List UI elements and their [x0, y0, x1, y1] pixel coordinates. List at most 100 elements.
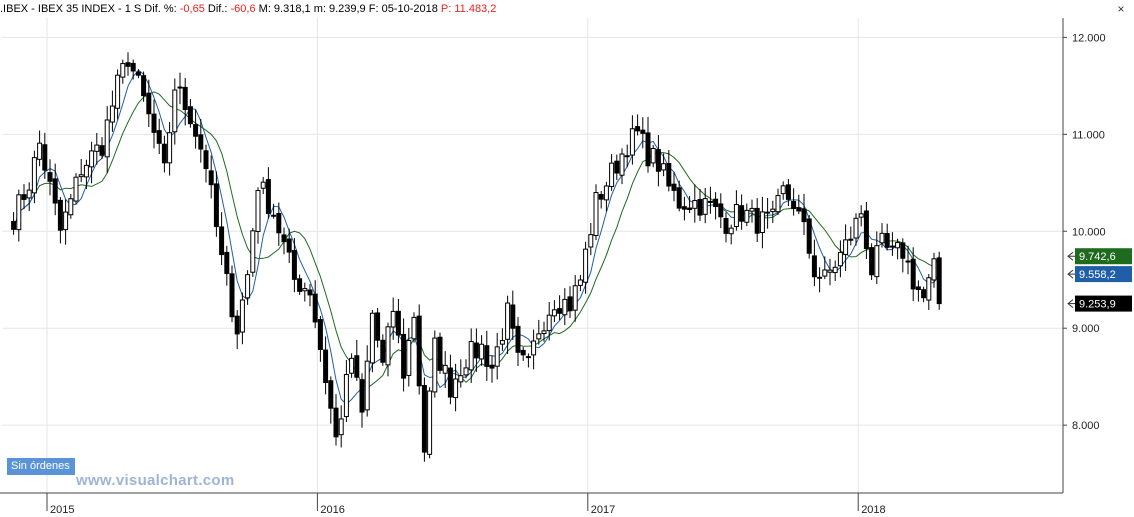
- candle[interactable]: [354, 339, 360, 381]
- candle[interactable]: [286, 228, 292, 263]
- candle[interactable]: [754, 198, 760, 243]
- candle[interactable]: [676, 180, 682, 212]
- candle[interactable]: [744, 203, 750, 227]
- candle[interactable]: [109, 90, 115, 132]
- candle[interactable]: [780, 181, 786, 200]
- candle[interactable]: [588, 222, 594, 256]
- candle[interactable]: [141, 71, 147, 102]
- candle[interactable]: [57, 197, 63, 244]
- candle[interactable]: [447, 354, 453, 405]
- candle[interactable]: [759, 196, 765, 249]
- candle[interactable]: [593, 184, 599, 241]
- candle[interactable]: [515, 317, 521, 366]
- candle[interactable]: [739, 194, 745, 230]
- candle[interactable]: [307, 284, 313, 307]
- candle[interactable]: [250, 227, 256, 277]
- candle[interactable]: [52, 163, 58, 216]
- candle[interactable]: [333, 394, 339, 446]
- candle[interactable]: [671, 172, 677, 202]
- candle[interactable]: [47, 159, 53, 196]
- candle[interactable]: [931, 252, 937, 288]
- candle[interactable]: [328, 376, 334, 424]
- candle[interactable]: [42, 132, 48, 179]
- candle[interactable]: [635, 114, 641, 136]
- candle[interactable]: [936, 251, 942, 310]
- candle[interactable]: [619, 148, 625, 185]
- candle[interactable]: [879, 223, 885, 248]
- candle[interactable]: [302, 282, 308, 302]
- candle[interactable]: [234, 310, 240, 350]
- candle[interactable]: [791, 188, 797, 216]
- candle[interactable]: [598, 190, 604, 209]
- candle[interactable]: [359, 373, 365, 428]
- candle[interactable]: [687, 195, 693, 214]
- candle[interactable]: [827, 258, 833, 286]
- candle[interactable]: [224, 245, 230, 286]
- candle[interactable]: [811, 239, 817, 287]
- candle[interactable]: [494, 332, 500, 380]
- candle[interactable]: [161, 135, 167, 173]
- candle[interactable]: [681, 196, 687, 221]
- candle[interactable]: [442, 351, 448, 388]
- candle[interactable]: [775, 188, 781, 216]
- candle[interactable]: [713, 192, 719, 220]
- candle[interactable]: [125, 52, 131, 76]
- candle[interactable]: [479, 335, 485, 366]
- candle[interactable]: [541, 321, 547, 342]
- candle[interactable]: [187, 98, 193, 128]
- candle[interactable]: [421, 377, 427, 462]
- candle[interactable]: [94, 133, 100, 165]
- candle[interactable]: [796, 194, 802, 215]
- candle[interactable]: [765, 197, 771, 229]
- candle[interactable]: [484, 330, 490, 381]
- candle[interactable]: [572, 275, 578, 322]
- candle[interactable]: [562, 288, 568, 326]
- candle[interactable]: [37, 130, 43, 167]
- candle[interactable]: [863, 202, 869, 259]
- candle[interactable]: [702, 188, 708, 224]
- candle[interactable]: [770, 200, 776, 224]
- candle[interactable]: [661, 153, 667, 177]
- candle[interactable]: [68, 194, 74, 219]
- candle[interactable]: [463, 359, 469, 379]
- candle[interactable]: [385, 322, 391, 377]
- candle[interactable]: [115, 69, 121, 120]
- candle[interactable]: [323, 336, 329, 395]
- candle[interactable]: [843, 224, 849, 271]
- candle[interactable]: [21, 184, 27, 210]
- candle[interactable]: [505, 295, 511, 354]
- candle[interactable]: [666, 150, 672, 192]
- candle[interactable]: [151, 99, 157, 149]
- candle[interactable]: [718, 193, 724, 229]
- candle[interactable]: [437, 332, 443, 374]
- candle[interactable]: [817, 267, 823, 293]
- candle[interactable]: [297, 274, 303, 295]
- candle[interactable]: [63, 199, 69, 245]
- candle[interactable]: [167, 122, 173, 176]
- candle[interactable]: [427, 387, 433, 459]
- candle[interactable]: [624, 144, 630, 168]
- candle[interactable]: [489, 355, 495, 383]
- candle[interactable]: [401, 318, 407, 392]
- candle[interactable]: [848, 226, 854, 246]
- candle[interactable]: [406, 327, 412, 387]
- candle[interactable]: [785, 178, 791, 206]
- candle[interactable]: [182, 77, 188, 126]
- candle[interactable]: [468, 328, 474, 383]
- candle[interactable]: [520, 346, 526, 361]
- candle[interactable]: [822, 256, 828, 280]
- candle[interactable]: [271, 203, 277, 219]
- candle[interactable]: [697, 188, 703, 221]
- candle[interactable]: [338, 405, 344, 448]
- candle[interactable]: [130, 59, 136, 80]
- candle[interactable]: [432, 330, 438, 398]
- candle[interactable]: [73, 173, 79, 205]
- candle[interactable]: [245, 270, 251, 305]
- candle[interactable]: [645, 116, 651, 173]
- candle[interactable]: [458, 359, 464, 388]
- candle[interactable]: [375, 308, 381, 348]
- candle[interactable]: [281, 227, 287, 255]
- candle[interactable]: [395, 298, 401, 344]
- candle[interactable]: [531, 329, 537, 370]
- candle[interactable]: [536, 319, 542, 345]
